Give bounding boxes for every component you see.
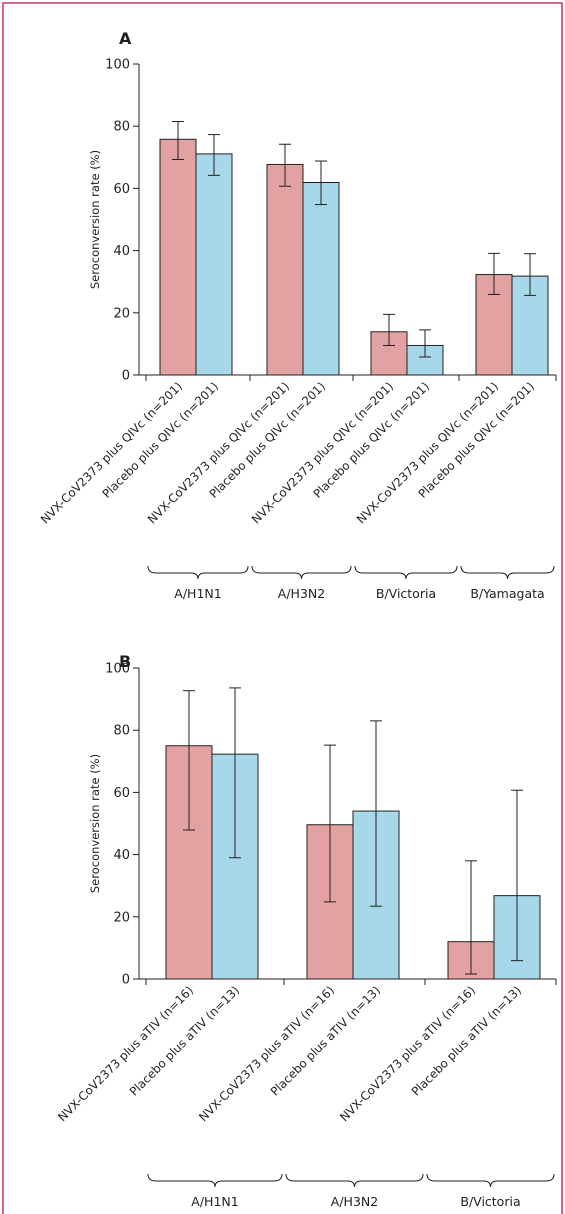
y-tick-label: 100	[105, 662, 130, 677]
y-tick-label: 80	[113, 724, 130, 739]
y-tick-label: 0	[122, 973, 130, 988]
bar	[159, 138, 197, 376]
group-brace	[354, 565, 458, 580]
y-tick-label: 60	[113, 786, 130, 801]
y-tick-label: 40	[113, 848, 130, 863]
group-label: A/H3N2	[331, 1194, 378, 1209]
bar	[302, 181, 340, 376]
group-brace	[285, 1173, 424, 1188]
panel-letter: A	[119, 29, 132, 48]
group-brace	[460, 565, 555, 580]
group-label: B/Victoria	[376, 586, 436, 601]
group-label: A/H1N1	[174, 586, 221, 601]
group-brace	[251, 565, 352, 580]
y-tick-label: 0	[122, 369, 130, 384]
y-axis-label: Seroconversion rate (%)	[88, 754, 102, 893]
group-label: A/H3N2	[278, 586, 325, 601]
y-axis-label: Seroconversion rate (%)	[88, 150, 102, 289]
y-tick-label: 20	[113, 910, 130, 925]
group-brace	[426, 1173, 555, 1188]
y-tick-label: 100	[105, 58, 130, 73]
panel-letter: B	[119, 652, 131, 671]
y-tick-label: 40	[113, 244, 130, 259]
group-brace	[147, 1173, 283, 1188]
bar	[195, 153, 233, 376]
group-label: B/Victoria	[460, 1194, 520, 1209]
group-label: A/H1N1	[191, 1194, 238, 1209]
y-tick-label: 60	[113, 182, 130, 197]
group-label: B/Yamagata	[470, 586, 544, 601]
group-brace	[147, 565, 249, 580]
y-tick-label: 20	[113, 306, 130, 321]
bar	[266, 163, 304, 376]
y-tick-label: 80	[113, 120, 130, 135]
